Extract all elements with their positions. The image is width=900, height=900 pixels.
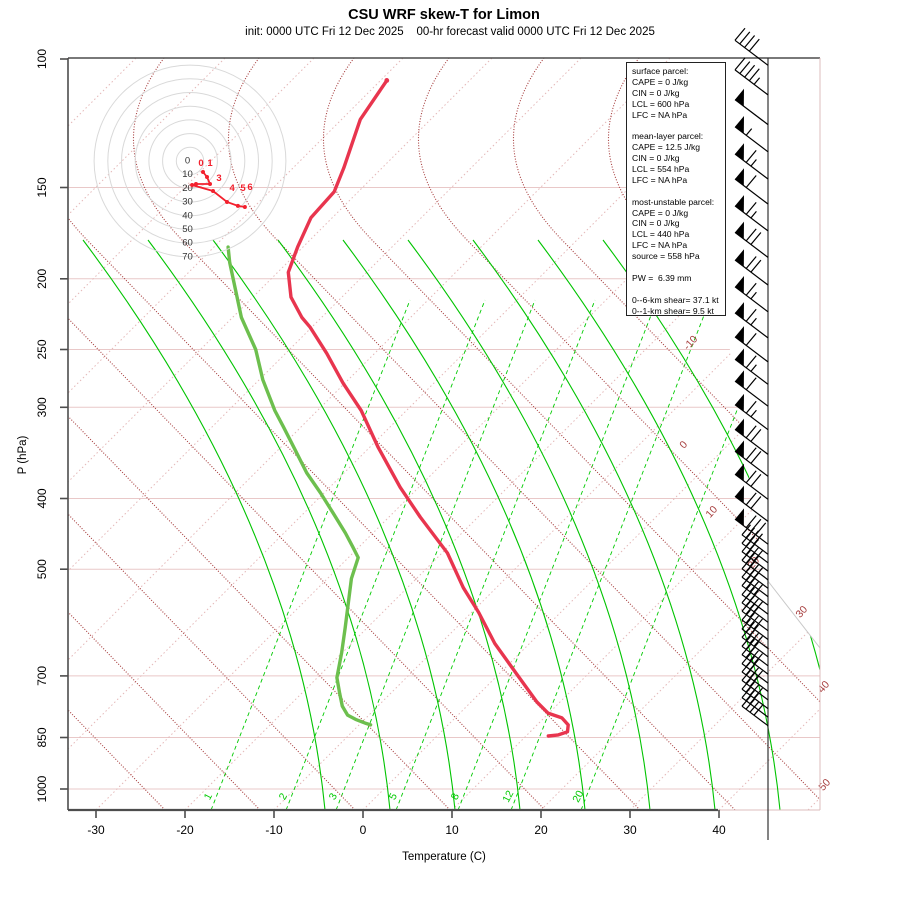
info-line: surface parcel:: [632, 66, 689, 76]
svg-text:2: 2: [277, 791, 290, 802]
svg-text:5: 5: [240, 183, 246, 194]
svg-text:1: 1: [202, 791, 215, 802]
svg-text:200: 200: [35, 268, 49, 288]
svg-text:50: 50: [182, 224, 193, 235]
info-line: [632, 284, 725, 295]
svg-text:500: 500: [35, 559, 49, 579]
info-line: CAPE = 12.5 J/kg: [632, 142, 701, 153]
svg-text:1000: 1000: [35, 775, 49, 802]
svg-text:8: 8: [449, 791, 462, 802]
svg-text:0: 0: [185, 156, 190, 167]
svg-text:100: 100: [35, 49, 49, 69]
svg-text:-20: -20: [176, 823, 194, 837]
page-title: CSU WRF skew-T for Limon: [348, 7, 540, 23]
svg-text:400: 400: [35, 488, 49, 508]
info-line: PW = 6.39 mm: [632, 272, 692, 283]
info-line: LFC = NA hPa: [632, 174, 688, 185]
svg-text:20: 20: [182, 183, 193, 194]
info-line: LCL = 600 hPa: [632, 98, 690, 109]
svg-text:250: 250: [35, 339, 49, 359]
info-line: source = 558 hPa: [632, 251, 700, 262]
info-line: CIN = 0 J/kg: [632, 218, 680, 229]
info-line: mean-layer parcel:: [632, 131, 704, 142]
svg-text:10: 10: [182, 169, 193, 180]
info-line: 0--1-km shear= 9.5 kt: [632, 305, 714, 316]
svg-text:50: 50: [816, 777, 833, 794]
svg-text:Temperature (C): Temperature (C): [402, 851, 486, 863]
svg-text:-30: -30: [87, 823, 105, 837]
info-line: LFC = NA hPa: [632, 109, 688, 120]
info-line: [632, 186, 725, 197]
svg-text:40: 40: [712, 823, 726, 837]
info-line: [632, 262, 725, 273]
svg-text:0: 0: [360, 823, 367, 837]
svg-text:850: 850: [35, 727, 49, 747]
svg-text:4: 4: [229, 183, 235, 194]
svg-text:12: 12: [500, 788, 516, 804]
svg-text:3: 3: [327, 791, 340, 802]
info-line: LCL = 440 hPa: [632, 229, 690, 240]
info-line: CIN = 0 J/kg: [632, 153, 680, 164]
svg-text:20: 20: [534, 823, 548, 837]
svg-text:5: 5: [387, 791, 400, 802]
info-line: LCL = 554 hPa: [632, 164, 690, 175]
svg-text:0: 0: [677, 439, 690, 451]
svg-text:30: 30: [623, 823, 637, 837]
info-line: most-unstable parcel:: [632, 196, 715, 207]
svg-text:40: 40: [815, 679, 832, 696]
svg-text:10: 10: [703, 504, 720, 521]
info-line: CAPE = 0 J/kg: [632, 76, 689, 87]
parcel-info-box: surface parcel: CAPE = 0 J/kg CIN = 0 J/kg…: [626, 62, 726, 316]
svg-text:70: 70: [182, 251, 193, 262]
svg-text:6: 6: [247, 182, 252, 193]
info-line: CAPE = 0 J/kg: [632, 207, 689, 218]
svg-text:30: 30: [182, 197, 193, 208]
svg-text:3: 3: [216, 173, 221, 184]
plot-subtitle: init: 0000 UTC Fri 12 Dec 2025 00-hr for…: [245, 26, 655, 38]
svg-text:700: 700: [35, 666, 49, 686]
svg-text:0: 0: [198, 158, 203, 169]
svg-text:150: 150: [35, 177, 49, 197]
info-line: [632, 120, 725, 131]
svg-text:1: 1: [207, 158, 213, 169]
svg-text:P (hPa): P (hPa): [17, 435, 29, 474]
svg-text:300: 300: [35, 397, 49, 417]
svg-text:40: 40: [182, 210, 193, 221]
info-line: LFC = NA hPa: [632, 240, 688, 251]
info-line: CIN = 0 J/kg: [632, 87, 680, 98]
svg-text:20: 20: [570, 788, 586, 804]
info-line: 0--6-km shear= 37.1 kt: [632, 294, 719, 305]
svg-text:10: 10: [445, 823, 459, 837]
svg-text:60: 60: [182, 238, 193, 249]
svg-text:-10: -10: [265, 823, 283, 837]
